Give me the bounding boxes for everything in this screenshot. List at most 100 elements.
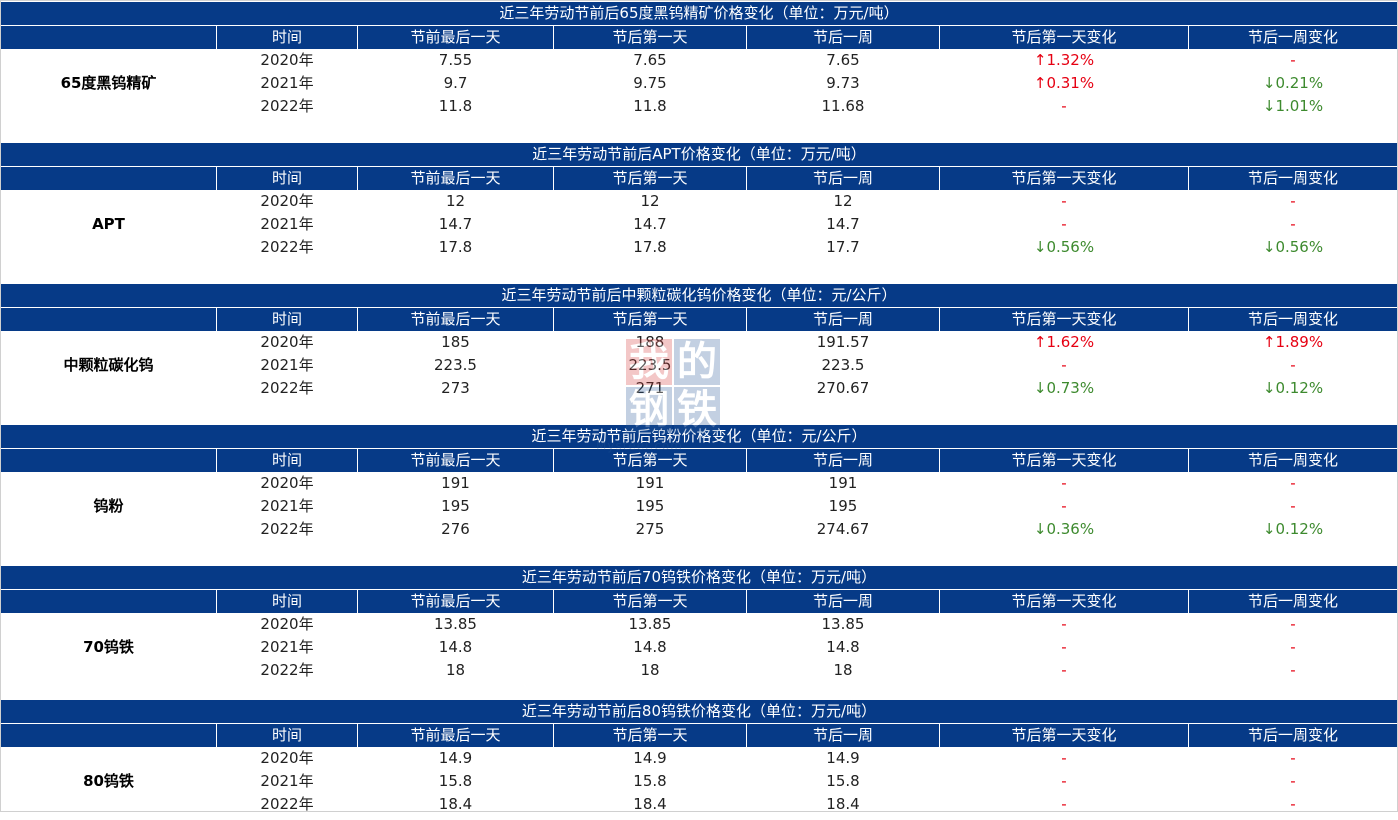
header-row: 时间 节前最后一天 节后第一天 节后一周 节后第一天变化 节后一周变化 <box>1 449 1397 472</box>
table-row: 2022年 273 271 270.67 ↓0.73% ↓0.12% <box>1 377 1397 400</box>
table-row: 2022年 17.8 17.8 17.7 ↓0.56% ↓0.56% <box>1 236 1397 259</box>
table-row: 2021年 223.5 223.5 223.5 - - <box>1 354 1397 377</box>
header-row: 时间 节前最后一天 节后第一天 节后一周 节后第一天变化 节后一周变化 <box>1 724 1397 747</box>
table-row: 2021年 14.7 14.7 14.7 - - <box>1 213 1397 236</box>
header-cell: 节后第一天 <box>554 449 746 472</box>
table-cell-after1: 11.8 <box>633 97 667 115</box>
table-cell-cw: ↓0.21% <box>1262 74 1324 92</box>
table-cell-before: 14.9 <box>438 749 473 767</box>
table-cell-after1: 12 <box>640 192 660 210</box>
table-cell-before: 273 <box>441 379 470 397</box>
table-cell-week: 14.9 <box>826 749 860 767</box>
table-cell-before: 11.8 <box>438 97 473 115</box>
table-cell-week: 18 <box>833 661 853 679</box>
table-cell-cw: - <box>1290 638 1296 656</box>
header-cell: 节后第一天变化 <box>940 26 1188 49</box>
table-cell-c1: - <box>1061 638 1067 656</box>
table-cell-year: 2021年 <box>260 356 314 374</box>
header-cell-blank <box>1 26 216 49</box>
table-cell-c1: ↑0.31% <box>1033 74 1095 92</box>
table-cell-c1: - <box>1061 749 1067 767</box>
header-cell: 节后一周 <box>747 724 939 747</box>
table-cell-before: 14.7 <box>438 215 473 233</box>
table-cell-week: 191 <box>828 474 858 492</box>
section-title: 近三年劳动节前后80钨铁价格变化（单位：万元/吨） <box>1 700 1397 723</box>
table-cell-c1: ↓0.73% <box>1033 379 1095 397</box>
table-cell-after1: 18.4 <box>633 795 667 813</box>
table-cell-c1: - <box>1061 615 1067 633</box>
header-row: 时间 节前最后一天 节后第一天 节后一周 节后第一天变化 节后一周变化 <box>1 590 1397 613</box>
table-cell-week: 14.8 <box>826 638 860 656</box>
header-cell: 节后第一天变化 <box>940 308 1188 331</box>
table-cell-c1: ↓0.56% <box>1033 238 1095 256</box>
table-cell-week: 11.68 <box>821 97 865 115</box>
table-cell-year: 2022年 <box>260 520 314 538</box>
header-cell: 节后第一天 <box>554 724 746 747</box>
table-cell-week: 191.57 <box>816 333 870 351</box>
table-cell-before: 9.7 <box>443 74 468 92</box>
table-cell-before: 185 <box>441 333 470 351</box>
table-row: 2022年 11.8 11.8 11.68 - ↓1.01% <box>1 95 1397 118</box>
header-cell: 节前最后一天 <box>358 308 553 331</box>
price-table-section: 近三年劳动节前后APT价格变化（单位：万元/吨） 时间 节前最后一天 节后第一天 节后一… <box>1 143 1397 263</box>
table-cell-week: 9.73 <box>826 74 860 92</box>
table-cell-week: 17.7 <box>826 238 860 256</box>
table-row: 2021年 9.7 9.75 9.73 ↑0.31% ↓0.21% <box>1 72 1397 95</box>
table-cell-year: 2022年 <box>260 238 314 256</box>
header-cell: 节前最后一天 <box>358 26 553 49</box>
table-cell-cw: ↑1.89% <box>1262 333 1324 351</box>
section-title: 近三年劳动节前后APT价格变化（单位：万元/吨） <box>1 143 1397 166</box>
table-cell-after1: 7.65 <box>633 51 667 69</box>
table-cell-before: 18.4 <box>438 795 473 813</box>
table-cell-cw: - <box>1290 215 1296 233</box>
product-name: 80钨铁 <box>83 772 134 790</box>
header-cell: 节后第一天 <box>554 167 746 190</box>
header-cell: 节后一周 <box>747 590 939 613</box>
header-cell: 节后第一天 <box>554 26 746 49</box>
table-cell-week: 14.7 <box>826 215 860 233</box>
header-cell-blank <box>1 590 216 613</box>
table-cell-after1: 191 <box>635 474 665 492</box>
table-cell-c1: ↓0.36% <box>1033 520 1095 538</box>
header-cell: 节后一周变化 <box>1189 308 1397 331</box>
product-name: APT <box>92 215 125 233</box>
table-cell-before: 15.8 <box>438 772 473 790</box>
section-title: 近三年劳动节前后70钨铁价格变化（单位：万元/吨） <box>1 566 1397 589</box>
table-cell-year: 2020年 <box>260 474 314 492</box>
header-cell: 节后第一天 <box>554 308 746 331</box>
price-table-section: 近三年劳动节前后70钨铁价格变化（单位：万元/吨） 时间 节前最后一天 节后第一天 节后… <box>1 566 1397 686</box>
table-cell-c1: ↑1.62% <box>1033 333 1095 351</box>
table-cell-cw: - <box>1290 192 1296 210</box>
table-row: 2020年 13.85 13.85 13.85 - - <box>1 613 1397 636</box>
table-cell-year: 2022年 <box>260 97 314 115</box>
table-cell-week: 274.67 <box>816 520 870 538</box>
table-cell-cw: ↓0.12% <box>1262 520 1324 538</box>
table-cell-year: 2021年 <box>260 638 314 656</box>
table-cell-c1: - <box>1061 795 1067 813</box>
header-cell: 节前最后一天 <box>358 449 553 472</box>
header-cell: 节前最后一天 <box>358 590 553 613</box>
product-name: 钨粉 <box>93 497 124 515</box>
table-row: 2022年 18.4 18.4 18.4 - - <box>1 793 1397 816</box>
table-cell-after1: 188 <box>635 333 665 351</box>
table-cell-year: 2021年 <box>260 74 314 92</box>
table-cell-year: 2020年 <box>260 192 314 210</box>
table-cell-year: 2020年 <box>260 51 314 69</box>
table-cell-week: 270.67 <box>816 379 870 397</box>
table-cell-after1: 14.9 <box>633 749 667 767</box>
header-cell: 节后一周 <box>747 449 939 472</box>
header-cell: 节后一周变化 <box>1189 590 1397 613</box>
table-cell-cw: - <box>1290 772 1296 790</box>
price-table-section: 近三年劳动节前后中颗粒碳化钨价格变化（单位：元/公斤） 时间 节前最后一天 节后第一天… <box>1 284 1397 404</box>
table-cell-c1: - <box>1061 772 1067 790</box>
table-cell-before: 276 <box>441 520 470 538</box>
product-name: 70钨铁 <box>83 638 134 656</box>
table-cell-before: 7.55 <box>438 51 473 69</box>
table-cell-after1: 223.5 <box>628 356 672 374</box>
product-name: 中颗粒碳化钨 <box>63 356 154 374</box>
header-row: 时间 节前最后一天 节后第一天 节后一周 节后第一天变化 节后一周变化 <box>1 167 1397 190</box>
table-cell-after1: 14.7 <box>633 215 667 233</box>
header-cell: 节后一周变化 <box>1189 167 1397 190</box>
table-cell-after1: 13.85 <box>628 615 672 633</box>
table-cell-cw: - <box>1290 356 1296 374</box>
